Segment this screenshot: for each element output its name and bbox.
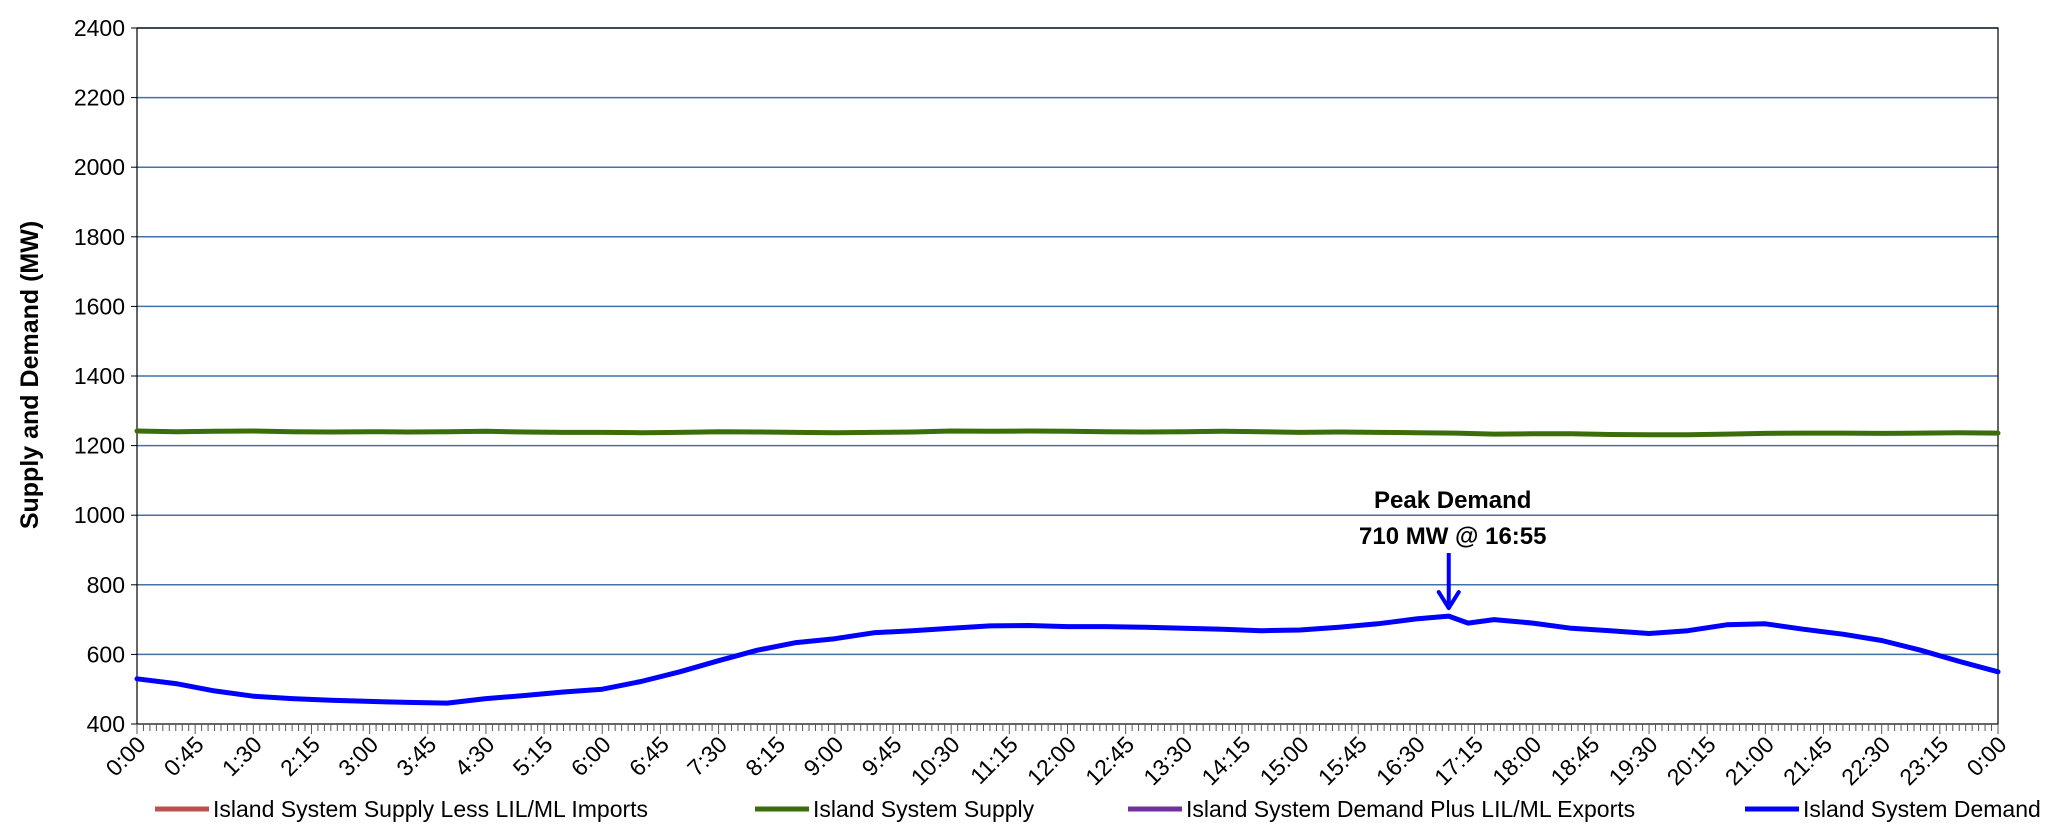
annotation-layer: Peak Demand 710 MW @ 16:55	[1359, 487, 1546, 611]
y-tick-label: 600	[87, 641, 125, 667]
legend-label-3: Island System Demand	[1803, 796, 2041, 822]
series-line-1	[134, 428, 2001, 438]
x-tick-label: 22:30	[1836, 731, 1895, 790]
x-tick-label: 1:30	[217, 731, 267, 781]
legend-label-0: Island System Supply Less LIL/ML Imports	[213, 796, 648, 822]
series-layer	[134, 428, 2001, 706]
legend-label-2: Island System Demand Plus LIL/ML Exports	[1186, 796, 1635, 822]
x-tick-label: 0:00	[100, 731, 150, 781]
y-tick-label: 400	[87, 711, 125, 737]
x-tick-label: 21:00	[1720, 731, 1779, 790]
x-tick-label: 3:00	[333, 731, 383, 781]
y-tick-label: 2400	[74, 15, 125, 41]
y-tick-label: 2000	[74, 154, 125, 180]
legend-label-1: Island System Supply	[813, 796, 1035, 822]
y-tick-label: 1600	[74, 293, 125, 319]
x-tick-label: 9:45	[857, 731, 907, 781]
x-tick-label: 0:00	[1961, 731, 2011, 781]
x-tick-label: 12:00	[1022, 731, 1081, 790]
x-tick-label: 8:15	[740, 731, 790, 781]
y-tick-label: 800	[87, 572, 125, 598]
x-tick-label: 15:45	[1313, 731, 1372, 790]
x-tick-label: 16:30	[1371, 731, 1430, 790]
legend: Island System Supply Less LIL/ML Imports…	[155, 796, 2041, 822]
x-tick-label: 18:00	[1487, 731, 1546, 790]
x-tick-label: 19:30	[1604, 731, 1663, 790]
x-tick-label: 20:15	[1662, 731, 1721, 790]
x-tick-label: 6:00	[566, 731, 616, 781]
axis-layer: 400 600 800 1000 1200 1400 1600 1800 2000 2200 240…	[74, 15, 2012, 790]
x-tick-label: 7:30	[682, 731, 732, 781]
y-tick-label: 1000	[74, 502, 125, 528]
y-tick-label: 1400	[74, 363, 125, 389]
x-tick-label: 11:15	[965, 731, 1023, 789]
x-tick-label: 4:30	[449, 731, 499, 781]
x-tick-label: 13:30	[1138, 731, 1197, 790]
annotation-title: Peak Demand	[1374, 487, 1531, 514]
x-tick-label: 9:00	[798, 731, 848, 781]
x-tick-label: 15:00	[1255, 731, 1314, 790]
annotation-value: 710 MW @ 16:55	[1359, 523, 1546, 550]
y-axis-label: Supply and Demand (MW)	[16, 221, 44, 529]
x-tick-label: 5:15	[508, 731, 558, 781]
x-tick-label: 2:15	[275, 731, 325, 781]
x-tick-label: 23:15	[1894, 731, 1953, 790]
x-tick-label: 21:45	[1778, 731, 1837, 790]
y-tick-label: 2200	[74, 85, 125, 111]
x-tick-label: 0:45	[159, 731, 209, 781]
x-tick-label: 3:45	[391, 731, 441, 781]
x-tick-label: 17:15	[1429, 731, 1488, 790]
x-tick-label: 10:30	[906, 731, 965, 790]
x-tick-label: 14:15	[1196, 731, 1255, 790]
annotation-arrow-head	[1436, 590, 1461, 611]
y-tick-label: 1200	[74, 433, 125, 459]
x-tick-label: 12:45	[1080, 731, 1139, 790]
y-tick-label: 1800	[74, 224, 125, 250]
grid-layer	[137, 27, 1998, 656]
x-tick-label: 6:45	[624, 731, 674, 781]
x-tick-label: 18:45	[1545, 731, 1604, 790]
series-line-3	[134, 613, 2001, 706]
